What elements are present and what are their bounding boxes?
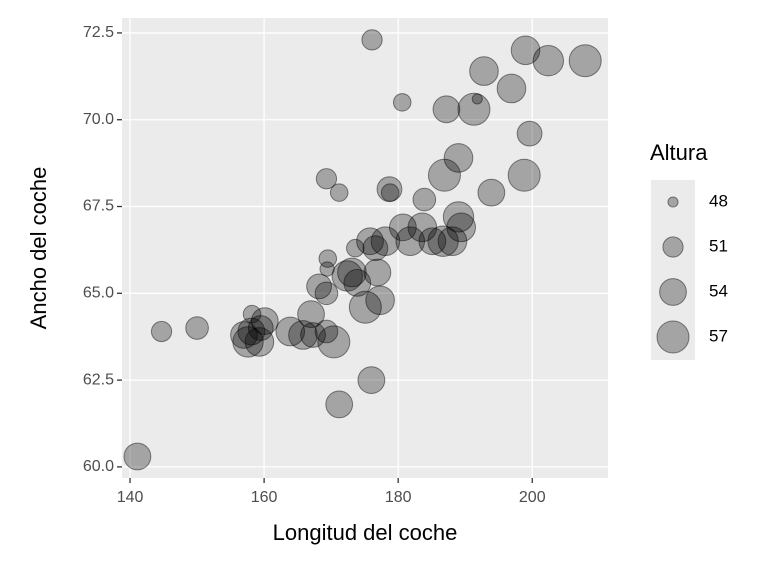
point xyxy=(343,269,372,297)
point xyxy=(446,212,477,243)
legend-key xyxy=(667,196,679,208)
point xyxy=(427,158,461,192)
x-axis-label: Longitud del coche xyxy=(273,520,458,545)
point xyxy=(297,300,325,329)
x-tick-label: 140 xyxy=(117,489,144,506)
point xyxy=(337,257,367,288)
point xyxy=(306,273,332,300)
point xyxy=(288,320,318,350)
point xyxy=(319,261,335,277)
point xyxy=(232,326,264,358)
point xyxy=(365,285,395,316)
point xyxy=(507,158,541,192)
point xyxy=(418,227,447,256)
point xyxy=(532,45,565,77)
point xyxy=(477,178,506,207)
y-axis-label: Ancho del coche xyxy=(26,167,51,330)
point xyxy=(395,226,426,257)
point xyxy=(407,212,438,243)
point xyxy=(361,29,383,51)
point xyxy=(317,325,351,359)
point xyxy=(443,143,474,173)
point xyxy=(442,201,475,233)
point xyxy=(314,281,339,306)
point xyxy=(237,317,266,346)
legend-label: 51 xyxy=(709,236,728,255)
point xyxy=(363,258,392,287)
legend-label: 54 xyxy=(709,281,728,300)
point xyxy=(300,322,326,348)
legend-label: 48 xyxy=(709,191,728,210)
point xyxy=(318,249,338,268)
point xyxy=(329,183,349,202)
y-tick-label: 62.5 xyxy=(83,371,114,388)
point xyxy=(510,35,541,66)
point xyxy=(432,95,461,124)
x-tick-label: 200 xyxy=(519,489,546,506)
legend-key xyxy=(662,236,684,258)
point xyxy=(325,390,354,419)
point xyxy=(348,290,382,324)
point xyxy=(471,93,483,105)
x-tick-label: 180 xyxy=(385,489,412,506)
point xyxy=(427,225,459,257)
point xyxy=(370,226,401,257)
point xyxy=(469,56,499,86)
point xyxy=(380,183,400,202)
x-tick-label: 160 xyxy=(251,489,278,506)
point xyxy=(362,235,389,262)
point xyxy=(250,307,279,335)
point xyxy=(357,366,386,394)
point xyxy=(568,44,602,78)
point xyxy=(230,321,258,349)
point xyxy=(376,176,403,203)
y-tick-label: 70.0 xyxy=(83,111,114,128)
y-tick-label: 67.5 xyxy=(83,198,114,215)
point xyxy=(437,226,468,257)
point xyxy=(388,213,417,242)
y-tick-label: 60.0 xyxy=(83,458,114,475)
point xyxy=(346,238,365,258)
point xyxy=(314,319,339,344)
point xyxy=(123,442,152,471)
legend-key xyxy=(656,320,690,354)
point xyxy=(275,316,306,347)
point xyxy=(242,304,262,324)
point xyxy=(185,316,209,340)
point xyxy=(392,93,412,112)
point xyxy=(516,120,543,147)
legend-keys xyxy=(651,180,695,360)
point xyxy=(356,227,384,256)
point xyxy=(150,320,173,343)
legend-key xyxy=(659,278,687,306)
legend-label: 57 xyxy=(709,326,728,345)
legend-title: Altura xyxy=(650,140,708,165)
panel xyxy=(122,18,608,478)
point xyxy=(315,168,338,190)
point xyxy=(457,92,491,126)
y-tick-label: 65.0 xyxy=(83,285,114,302)
y-tick-label: 72.5 xyxy=(83,24,114,41)
point xyxy=(247,315,274,341)
point xyxy=(331,260,363,292)
point xyxy=(244,327,275,357)
point xyxy=(412,187,437,212)
point xyxy=(496,73,527,104)
